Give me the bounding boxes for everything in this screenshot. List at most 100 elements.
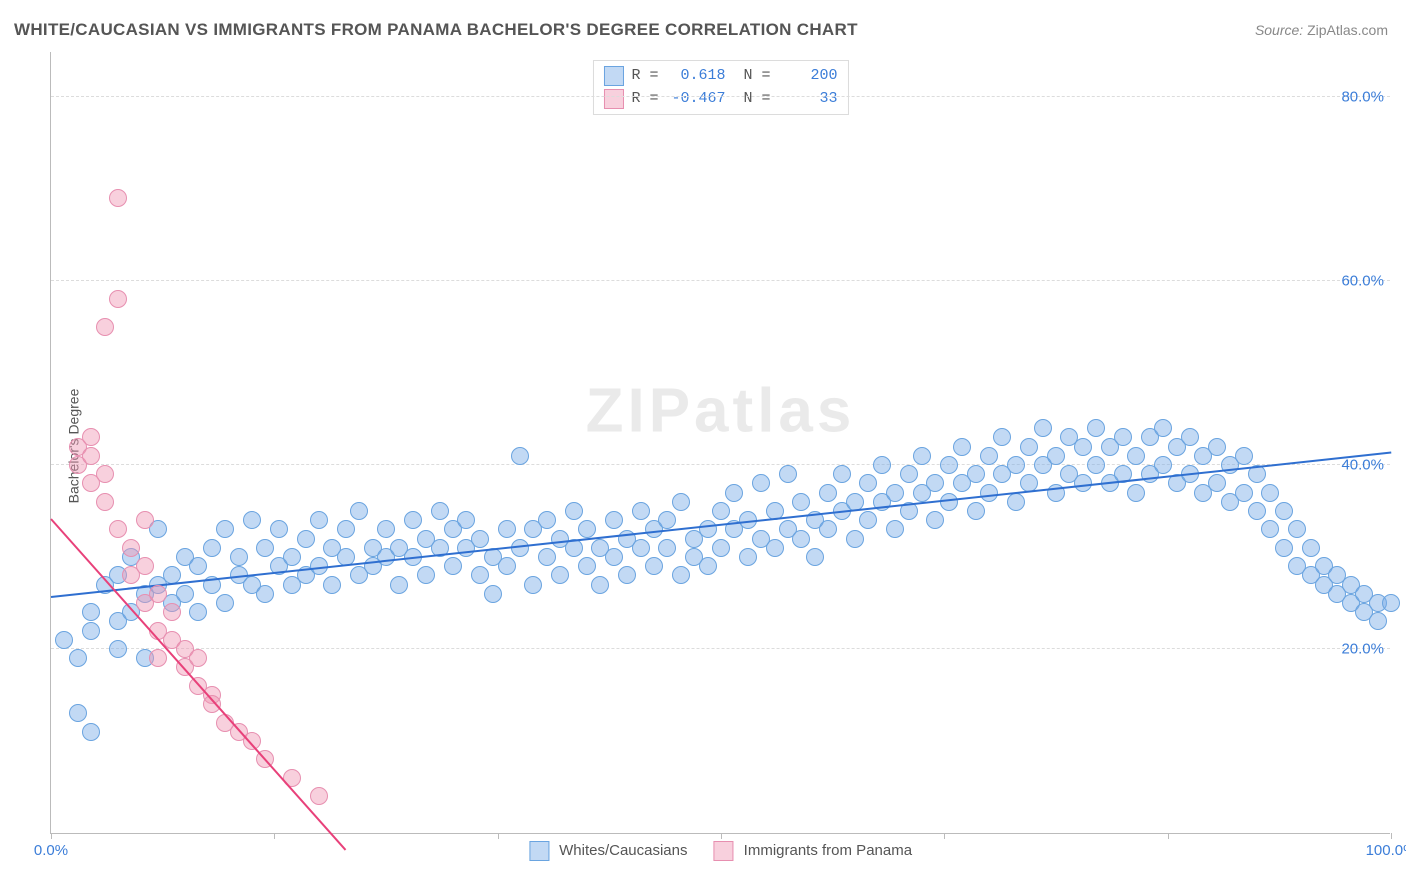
data-point-whites bbox=[1302, 539, 1320, 557]
data-point-whites bbox=[243, 511, 261, 529]
data-point-whites bbox=[404, 511, 422, 529]
gridline bbox=[51, 280, 1390, 281]
data-point-whites bbox=[967, 502, 985, 520]
data-point-whites bbox=[632, 502, 650, 520]
data-point-whites bbox=[632, 539, 650, 557]
data-point-whites bbox=[792, 530, 810, 548]
data-point-whites bbox=[417, 566, 435, 584]
x-tick-label: 100.0% bbox=[1366, 842, 1406, 859]
data-point-whites bbox=[189, 557, 207, 575]
data-point-panama bbox=[109, 290, 127, 308]
n-value-panama: 33 bbox=[780, 88, 838, 111]
data-point-whites bbox=[1288, 520, 1306, 538]
data-point-whites bbox=[766, 539, 784, 557]
data-point-panama bbox=[149, 585, 167, 603]
x-tick bbox=[721, 833, 722, 839]
data-point-whites bbox=[1235, 484, 1253, 502]
data-point-whites bbox=[1261, 520, 1279, 538]
data-point-whites bbox=[69, 704, 87, 722]
data-point-whites bbox=[471, 530, 489, 548]
data-point-whites bbox=[712, 539, 730, 557]
data-point-whites bbox=[511, 447, 529, 465]
data-point-whites bbox=[605, 548, 623, 566]
data-point-whites bbox=[859, 474, 877, 492]
data-point-whites bbox=[672, 566, 690, 584]
data-point-panama bbox=[96, 318, 114, 336]
data-point-whites bbox=[900, 465, 918, 483]
data-point-whites bbox=[658, 511, 676, 529]
data-point-whites bbox=[819, 484, 837, 502]
data-point-whites bbox=[1007, 493, 1025, 511]
data-point-whites bbox=[819, 520, 837, 538]
legend-label-panama: Immigrants from Panama bbox=[744, 842, 912, 859]
data-point-whites bbox=[270, 520, 288, 538]
r-value-panama: -0.467 bbox=[668, 88, 726, 111]
data-point-whites bbox=[873, 456, 891, 474]
data-point-panama bbox=[82, 447, 100, 465]
chart-title: WHITE/CAUCASIAN VS IMMIGRANTS FROM PANAM… bbox=[14, 20, 858, 40]
data-point-whites bbox=[1275, 539, 1293, 557]
data-point-whites bbox=[457, 511, 475, 529]
x-tick bbox=[1391, 833, 1392, 839]
data-point-whites bbox=[230, 548, 248, 566]
data-point-whites bbox=[605, 511, 623, 529]
legend-label-whites: Whites/Caucasians bbox=[559, 842, 687, 859]
data-point-panama bbox=[189, 649, 207, 667]
data-point-panama bbox=[310, 787, 328, 805]
x-tick bbox=[1168, 833, 1169, 839]
data-point-panama bbox=[163, 603, 181, 621]
data-point-whites bbox=[444, 557, 462, 575]
data-point-whites bbox=[297, 530, 315, 548]
data-point-panama bbox=[122, 539, 140, 557]
x-tick bbox=[51, 833, 52, 839]
data-point-whites bbox=[551, 566, 569, 584]
data-point-whites bbox=[1114, 428, 1132, 446]
data-point-whites bbox=[1087, 419, 1105, 437]
data-point-panama bbox=[109, 520, 127, 538]
data-point-whites bbox=[1127, 484, 1145, 502]
correlation-legend: R = 0.618 N = 200 R = -0.467 N = 33 bbox=[592, 60, 848, 115]
data-point-whites bbox=[283, 548, 301, 566]
legend-row-panama: R = -0.467 N = 33 bbox=[603, 88, 837, 111]
data-point-whites bbox=[792, 493, 810, 511]
y-tick-label: 60.0% bbox=[1341, 273, 1384, 290]
data-point-whites bbox=[833, 465, 851, 483]
data-point-whites bbox=[779, 465, 797, 483]
data-point-whites bbox=[1047, 447, 1065, 465]
data-point-panama bbox=[82, 428, 100, 446]
data-point-whites bbox=[82, 603, 100, 621]
data-point-whites bbox=[390, 576, 408, 594]
data-point-whites bbox=[699, 557, 717, 575]
legend-row-whites: R = 0.618 N = 200 bbox=[603, 65, 837, 88]
source-attribution: Source: ZipAtlas.com bbox=[1255, 22, 1388, 38]
data-point-whites bbox=[1235, 447, 1253, 465]
x-tick-label: 0.0% bbox=[34, 842, 68, 859]
data-point-whites bbox=[953, 438, 971, 456]
data-point-whites bbox=[109, 640, 127, 658]
data-point-whites bbox=[1007, 456, 1025, 474]
data-point-whites bbox=[256, 585, 274, 603]
y-tick-label: 20.0% bbox=[1341, 641, 1384, 658]
legend-swatch-panama bbox=[603, 89, 623, 109]
legend-item-whites: Whites/Caucasians bbox=[529, 841, 688, 861]
legend-swatch-bottom-panama bbox=[714, 841, 734, 861]
n-value-whites: 200 bbox=[780, 65, 838, 88]
x-tick bbox=[498, 833, 499, 839]
data-point-whites bbox=[913, 447, 931, 465]
data-point-whites bbox=[859, 511, 877, 529]
data-point-whites bbox=[484, 585, 502, 603]
data-point-whites bbox=[565, 502, 583, 520]
data-point-whites bbox=[672, 493, 690, 511]
data-point-whites bbox=[618, 566, 636, 584]
data-point-panama bbox=[149, 649, 167, 667]
y-tick-label: 40.0% bbox=[1341, 457, 1384, 474]
data-point-whites bbox=[1181, 428, 1199, 446]
data-point-whites bbox=[1154, 456, 1172, 474]
data-point-whites bbox=[498, 520, 516, 538]
data-point-whites bbox=[471, 566, 489, 584]
legend-item-panama: Immigrants from Panama bbox=[714, 841, 913, 861]
source-name: ZipAtlas.com bbox=[1307, 22, 1388, 38]
data-point-whites bbox=[1369, 612, 1387, 630]
data-point-whites bbox=[1275, 502, 1293, 520]
data-point-whites bbox=[498, 557, 516, 575]
